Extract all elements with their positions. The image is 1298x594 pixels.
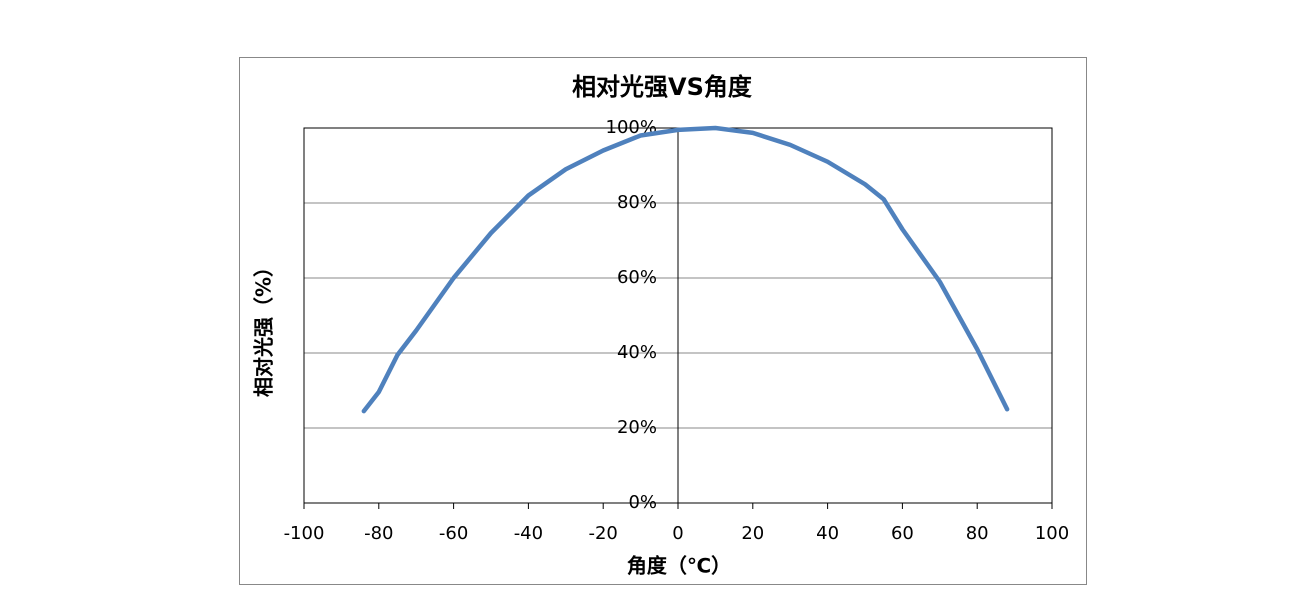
data-line	[361, 125, 1010, 414]
x-tick-label: 60	[891, 523, 914, 544]
chart-title: 相对光强VS角度	[572, 73, 753, 101]
x-tick-label: 20	[741, 523, 764, 544]
x-tick-label: 100	[1035, 523, 1069, 544]
chart-frame	[239, 57, 1087, 585]
y-tick-label: 60%	[617, 267, 657, 288]
x-tick-label: 80	[966, 523, 989, 544]
x-tick-label: 0	[672, 523, 683, 544]
x-tick-label: -80	[364, 523, 393, 544]
x-tick-label: -40	[514, 523, 543, 544]
y-tick-label: 80%	[617, 192, 657, 213]
y-tick-label: 40%	[617, 342, 657, 363]
x-tick-label: -100	[284, 523, 325, 544]
x-tick-label: 40	[816, 523, 839, 544]
x-tick-label: -60	[439, 523, 468, 544]
y-tick-label: 0%	[628, 492, 657, 513]
y-tick-label: 20%	[617, 417, 657, 438]
y-axis-label: 相对光强（%）	[252, 257, 276, 397]
x-axis-label: 角度（℃）	[627, 554, 731, 578]
x-tick-label: -20	[588, 523, 617, 544]
